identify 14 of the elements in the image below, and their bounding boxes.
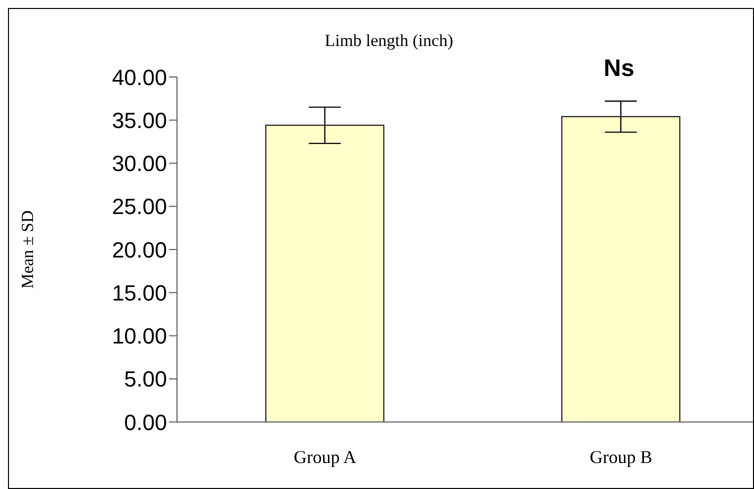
y-tick-label: 5.00 <box>124 366 167 392</box>
y-tick-label: 25.00 <box>112 194 167 220</box>
y-tick-label: 15.00 <box>112 280 167 306</box>
y-axis-title: Mean ± SD <box>18 210 38 289</box>
y-tick-label: 35.00 <box>112 108 167 133</box>
x-tick-label: Group B <box>590 446 652 467</box>
y-tick-label: 40.00 <box>112 64 167 90</box>
chart-title: Limb length (inch) <box>324 31 454 51</box>
annotation: Ns <box>602 55 636 83</box>
y-tick-label: 20.00 <box>112 237 167 262</box>
y-tick-label: 30.00 <box>112 151 167 176</box>
y-tick-label: 10.00 <box>112 324 167 349</box>
y-tick-label: 0.00 <box>124 410 167 435</box>
x-tick-label: Group A <box>294 446 356 467</box>
